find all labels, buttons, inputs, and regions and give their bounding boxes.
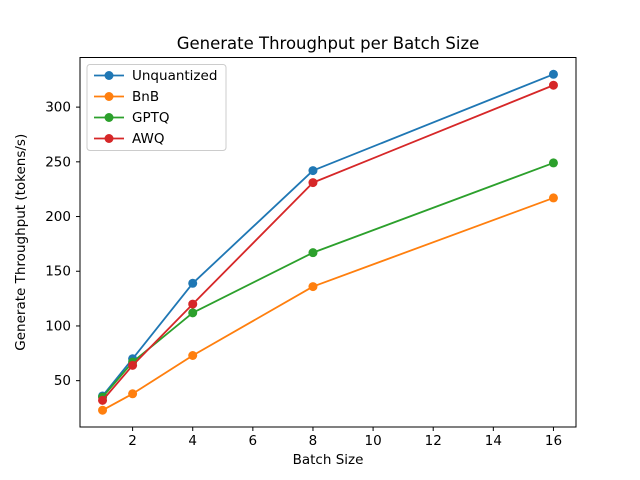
data-point-AWQ [128,360,138,370]
x-axis-label: Batch Size [293,452,364,468]
y-tick-label: 100 [45,318,71,334]
legend-label-BnB: BnB [132,89,159,105]
data-point-BnB [188,350,198,360]
series-line-GPTQ [101,162,555,398]
y-tick-label: 150 [45,264,71,280]
legend-label-GPTQ: GPTQ [132,110,169,126]
y-axis-label: Generate Throughput (tokens/s) [13,134,29,351]
data-point-GPTQ [188,308,198,318]
data-point-Unquantized [308,166,318,176]
x-tick-label: 12 [425,433,442,449]
data-point-AWQ [308,178,318,188]
data-point-BnB [128,389,138,399]
x-tick-label: 4 [188,433,197,449]
y-tick-label: 50 [54,373,71,389]
legend-box [86,64,227,151]
legend-marker-GPTQ [104,113,114,122]
data-point-AWQ [188,299,198,309]
data-point-Unquantized [548,69,558,79]
data-point-GPTQ [308,248,318,258]
x-tick-label: 8 [309,433,318,449]
data-point-BnB [308,282,318,292]
x-tick-label: 6 [249,433,258,449]
data-point-BnB [98,405,108,415]
y-tick-label: 250 [45,154,71,170]
legend-marker-BnB [104,92,114,101]
series-line-BnB [101,197,555,412]
x-tick-label: 16 [545,433,562,449]
data-point-Unquantized [188,278,198,288]
x-tick-label: 10 [364,433,381,449]
data-point-GPTQ [548,158,558,168]
legend-label-AWQ: AWQ [132,131,164,147]
x-tick-label: 2 [128,433,137,449]
chart-title: Generate Throughput per Batch Size [177,34,480,53]
legend-marker-AWQ [104,134,114,143]
y-tick-label: 200 [45,209,71,225]
legend-label-Unquantized: Unquantized [132,68,217,84]
data-point-AWQ [98,395,108,405]
data-point-BnB [548,193,558,203]
y-tick-label: 300 [45,100,71,116]
legend-marker-Unquantized [104,71,114,80]
x-tick-label: 14 [485,433,502,449]
data-point-AWQ [548,80,558,90]
plot-frame [79,57,577,428]
